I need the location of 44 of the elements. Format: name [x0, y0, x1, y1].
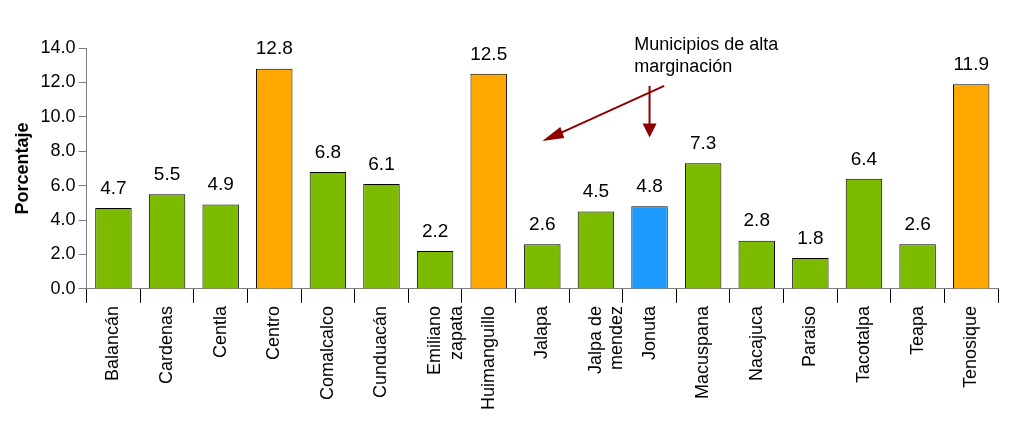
- y-tick-label: 6.0: [50, 174, 76, 195]
- data-label: 6.1: [368, 152, 395, 174]
- y-tick-label: 12.0: [40, 71, 76, 92]
- data-label: 12.8: [255, 37, 293, 59]
- data-label: 5.5: [153, 163, 181, 185]
- data-label: 7.3: [689, 132, 717, 154]
- x-tick-label: Macuspana: [692, 304, 713, 400]
- x-tick-label: Emiliano zapata: [424, 304, 466, 375]
- data-label: 4.8: [636, 175, 663, 197]
- x-tick-label: Nacajuca: [745, 304, 766, 381]
- data-label: 1.8: [797, 226, 824, 248]
- x-tick-label: Jalpa de mendez: [584, 305, 627, 375]
- annotation: Municipios de alta marginación: [634, 32, 780, 77]
- x-tick-label: Centro: [263, 305, 284, 360]
- x-tick-label: Cunduacán: [370, 305, 391, 399]
- y-tick-label: 0.0: [50, 277, 76, 298]
- y-axis-title: Porcentaje: [11, 122, 32, 215]
- y-tick-label: 8.0: [50, 140, 76, 161]
- x-tick-label: Tenosique: [960, 305, 981, 389]
- data-label: 2.8: [743, 209, 770, 231]
- y-tick-label: 2.0: [50, 243, 76, 264]
- data-label: 6.8: [314, 140, 342, 162]
- data-label: 4.9: [207, 173, 234, 195]
- x-tick-label: Paraiso: [799, 305, 820, 367]
- y-tick-label: 10.0: [40, 105, 76, 126]
- y-tick-label: 4.0: [50, 209, 76, 230]
- x-tick-label: Cardenas: [156, 305, 177, 384]
- data-label: 4.7: [100, 176, 127, 198]
- x-tick-label: Tacotalpa: [852, 304, 873, 384]
- x-tick-label: Huimanguillo: [477, 305, 498, 411]
- x-tick-label: Centla: [209, 304, 230, 358]
- x-tick-label: Jalapa: [531, 304, 552, 359]
- data-label: 2.2: [421, 219, 449, 241]
- x-tick-label: Balancán: [102, 305, 123, 382]
- data-label: 11.9: [953, 52, 989, 74]
- x-tick-label: Comalcalco: [316, 305, 337, 400]
- data-label: 6.4: [850, 147, 878, 169]
- data-label: 12.5: [470, 42, 508, 64]
- x-tick-label: Teapa: [906, 304, 927, 355]
- data-label: 2.6: [529, 212, 556, 234]
- data-label: 4.5: [582, 180, 610, 202]
- y-tick-label: 14.0: [40, 36, 76, 57]
- x-tick-label: Jonuta: [638, 304, 659, 360]
- data-label: 2.6: [904, 212, 931, 234]
